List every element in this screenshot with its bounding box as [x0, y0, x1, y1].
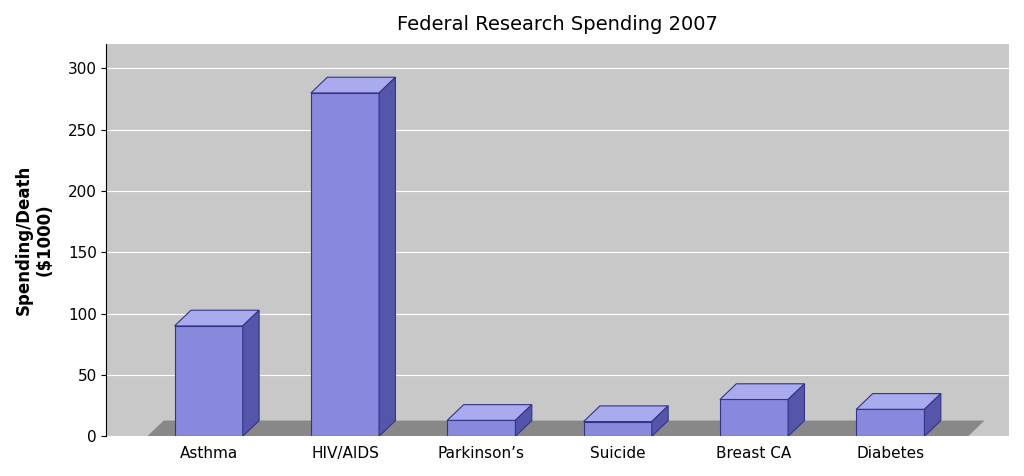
Bar: [311, 93, 379, 436]
Polygon shape: [652, 406, 668, 436]
Bar: [174, 326, 243, 436]
Title: Federal Research Spending 2007: Federal Research Spending 2007: [397, 15, 718, 34]
Polygon shape: [720, 384, 805, 399]
Polygon shape: [147, 421, 984, 436]
Polygon shape: [174, 310, 259, 326]
Bar: [720, 399, 788, 436]
Polygon shape: [243, 310, 259, 436]
Bar: [584, 422, 652, 436]
Polygon shape: [379, 77, 395, 436]
Polygon shape: [925, 394, 941, 436]
Polygon shape: [856, 394, 941, 409]
Polygon shape: [584, 406, 668, 422]
Bar: [447, 420, 515, 436]
Polygon shape: [311, 77, 395, 93]
Y-axis label: Spending/Death
($1000): Spending/Death ($1000): [15, 165, 54, 315]
Polygon shape: [788, 384, 805, 436]
Polygon shape: [515, 405, 531, 436]
Bar: [856, 409, 925, 436]
Polygon shape: [447, 405, 531, 420]
